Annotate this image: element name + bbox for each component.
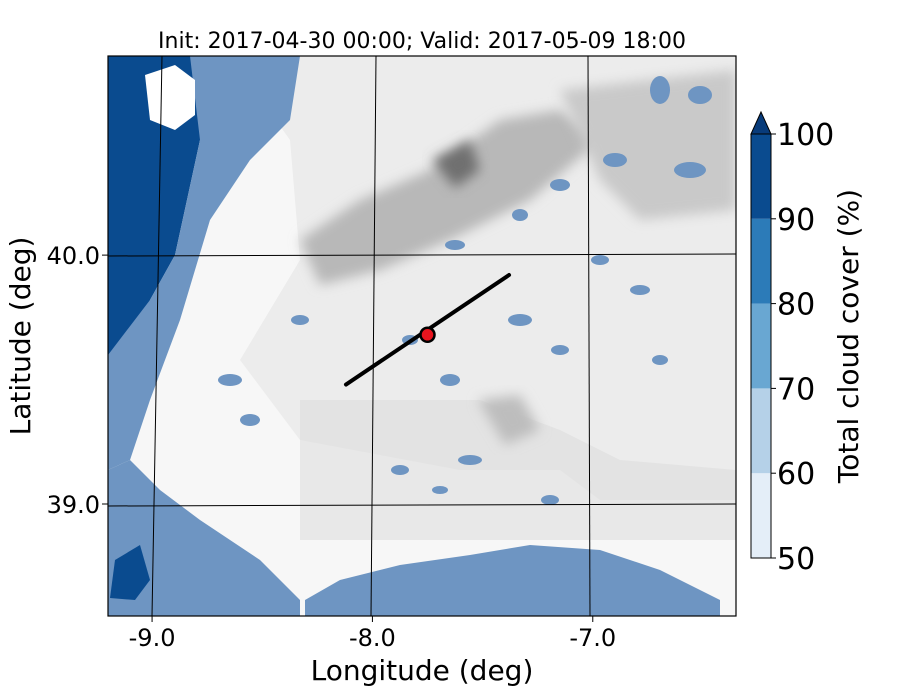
northeast-highland-shading (560, 70, 736, 220)
y-tick-label: 39.0 (47, 491, 100, 519)
lowland-shading (108, 56, 736, 616)
parallel-line (108, 503, 736, 507)
chart-title: Init: 2017-04-30 00:00; Valid: 2017-05-0… (158, 29, 686, 54)
map-panel (108, 56, 736, 616)
colorbar-extend-arrow (750, 110, 772, 135)
y-axis-ticks: 40.0 39.0 (47, 242, 108, 519)
colorbar-tick-label: 80 (777, 288, 815, 323)
summit-shading (432, 140, 480, 188)
western-ocean-cloud (108, 56, 225, 355)
southern-cloud-band (305, 545, 720, 616)
y-axis-label: Latitude (deg) (4, 237, 37, 436)
x-tick-label: -9.0 (129, 624, 176, 652)
meridian-line (151, 56, 163, 616)
colorbar: 50 60 70 80 90 100 (750, 110, 834, 577)
colorbar-bin (751, 134, 771, 219)
meridian-line (370, 56, 377, 616)
colorbar-bin (751, 303, 771, 389)
southwest-coast-cloud (108, 460, 300, 616)
colorbar-label: Total cloud cover (%) (832, 189, 865, 484)
parallel-line (108, 253, 736, 257)
colorbar-tick-label: 50 (777, 542, 815, 577)
colorbar-tick-label: 70 (777, 372, 815, 407)
colorbar-bin (751, 473, 771, 558)
graticule (108, 56, 736, 616)
scattered-cloud-cells (218, 76, 712, 505)
colorbar-tick-label: 90 (777, 203, 815, 238)
x-axis-label: Longitude (deg) (311, 654, 534, 687)
colorbar-frame (750, 133, 772, 559)
x-tick-label: -7.0 (569, 624, 616, 652)
x-axis-ticks: -9.0 -8.0 -7.0 (129, 616, 616, 652)
colorbar-tick-label: 60 (777, 457, 815, 492)
southwest-dense-cloud (110, 545, 150, 600)
colorbar-bin (751, 388, 771, 474)
meridian-line (587, 56, 591, 616)
cross-section-midpoint-marker (419, 326, 436, 344)
colorbar-bin (751, 218, 771, 304)
southern-hill-shading (478, 395, 540, 445)
mountain-ridge-shading (300, 110, 600, 285)
y-tick-label: 40.0 (47, 242, 100, 270)
colorbar-tick-label: 100 (777, 118, 834, 153)
northwest-clear-patch (145, 65, 195, 130)
x-tick-label: -8.0 (349, 624, 396, 652)
map-frame (107, 55, 737, 617)
